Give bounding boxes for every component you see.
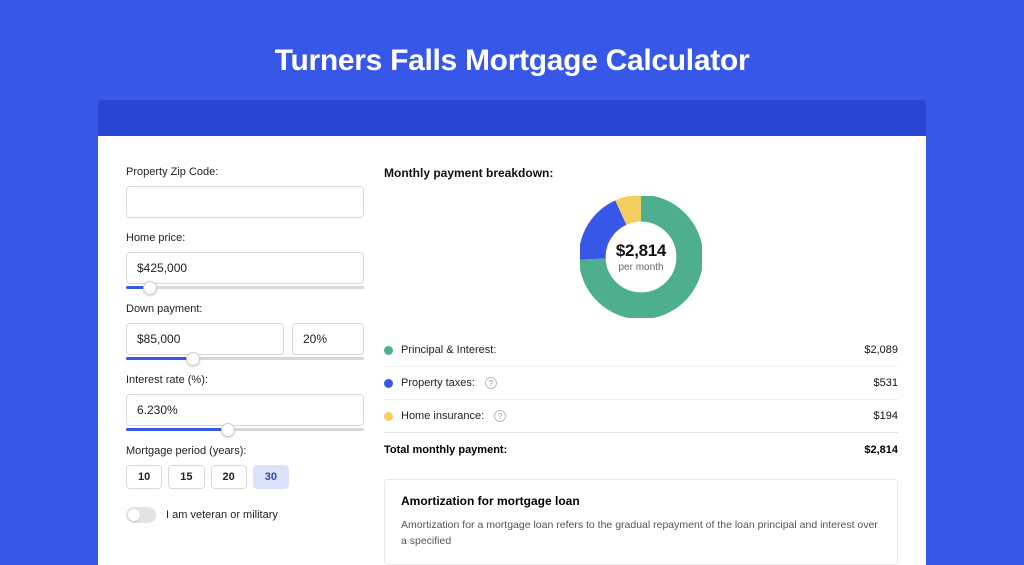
zip-label: Property Zip Code: <box>126 166 364 178</box>
amortization-title: Amortization for mortgage loan <box>401 494 881 508</box>
amortization-card: Amortization for mortgage loan Amortizat… <box>384 479 898 565</box>
total-label: Total monthly payment: <box>384 444 507 456</box>
legend-dot <box>384 412 393 421</box>
home-price-input[interactable] <box>126 252 364 284</box>
period-option-30[interactable]: 30 <box>253 465 289 489</box>
down-payment-slider[interactable] <box>126 357 364 360</box>
interest-slider-thumb[interactable] <box>221 423 235 437</box>
zip-field: Property Zip Code: <box>126 166 364 218</box>
inputs-column: Property Zip Code: Home price: Down paym… <box>126 166 364 565</box>
down-payment-field: Down payment: <box>126 303 364 360</box>
zip-input[interactable] <box>126 186 364 218</box>
total-row: Total monthly payment: $2,814 <box>384 432 898 467</box>
veteran-toggle[interactable] <box>126 507 156 523</box>
help-icon[interactable]: ? <box>485 377 497 389</box>
legend-label: Principal & Interest: <box>401 344 496 356</box>
total-amount: $2,814 <box>864 444 898 456</box>
veteran-row: I am veteran or military <box>126 507 364 523</box>
breakdown-title: Monthly payment breakdown: <box>384 166 898 180</box>
interest-slider[interactable] <box>126 428 364 431</box>
legend-dot <box>384 346 393 355</box>
down-payment-input[interactable] <box>126 323 284 355</box>
donut-chart-wrap: $2,814 per month <box>384 188 898 334</box>
period-option-15[interactable]: 15 <box>168 465 204 489</box>
interest-input[interactable] <box>126 394 364 426</box>
amortization-text: Amortization for a mortgage loan refers … <box>401 518 881 550</box>
help-icon[interactable]: ? <box>494 410 506 422</box>
results-column: Monthly payment breakdown: $2,814 per mo… <box>384 166 898 565</box>
legend-label: Property taxes: <box>401 377 475 389</box>
period-option-20[interactable]: 20 <box>211 465 247 489</box>
period-option-10[interactable]: 10 <box>126 465 162 489</box>
donut-amount: $2,814 <box>616 241 666 261</box>
interest-field: Interest rate (%): <box>126 374 364 431</box>
period-label: Mortgage period (years): <box>126 445 364 457</box>
legend-amount: $531 <box>874 377 898 389</box>
period-field: Mortgage period (years): 1015 2030 <box>126 445 364 489</box>
home-price-field: Home price: <box>126 232 364 289</box>
header-stripe <box>98 100 926 136</box>
page-title: Turners Falls Mortgage Calculator <box>0 0 1024 78</box>
calculator-panel: Property Zip Code: Home price: Down paym… <box>98 136 926 565</box>
donut-sublabel: per month <box>618 262 663 273</box>
down-payment-slider-thumb[interactable] <box>186 352 200 366</box>
down-payment-label: Down payment: <box>126 303 364 315</box>
home-price-slider-thumb[interactable] <box>143 281 157 295</box>
legend-dot <box>384 379 393 388</box>
interest-label: Interest rate (%): <box>126 374 364 386</box>
donut-chart: $2,814 per month <box>580 196 702 318</box>
legend-row: Property taxes:? $531 <box>384 366 898 399</box>
legend-label: Home insurance: <box>401 410 484 422</box>
legend-amount: $194 <box>874 410 898 422</box>
legend-row: Principal & Interest: $2,089 <box>384 334 898 366</box>
legend-row: Home insurance:? $194 <box>384 399 898 432</box>
legend-list: Principal & Interest: $2,089 Property taxe… <box>384 334 898 432</box>
home-price-slider[interactable] <box>126 286 364 289</box>
veteran-label: I am veteran or military <box>166 509 278 521</box>
home-price-label: Home price: <box>126 232 364 244</box>
legend-amount: $2,089 <box>864 344 898 356</box>
down-payment-pct-input[interactable] <box>292 323 364 355</box>
